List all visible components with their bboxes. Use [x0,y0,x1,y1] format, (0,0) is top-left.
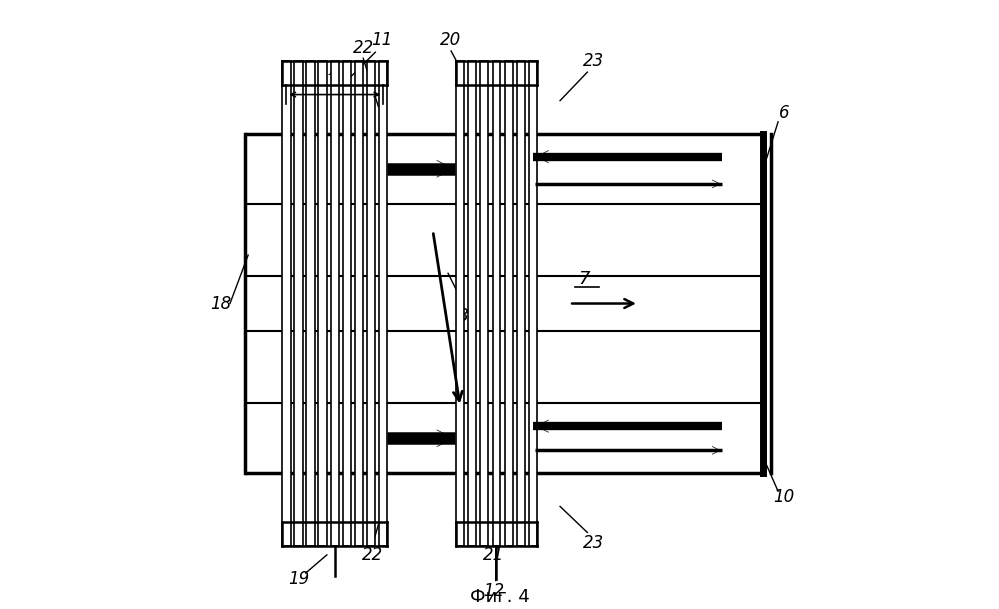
Bar [379,62,388,546]
Text: 21: 21 [483,546,504,564]
Bar [469,62,477,546]
Text: 11: 11 [371,31,392,49]
Text: 8: 8 [458,306,469,325]
Bar [516,62,524,546]
Bar [367,62,376,546]
Text: 19: 19 [288,570,309,588]
Bar [355,62,364,546]
Text: 18: 18 [210,295,232,312]
Bar [331,62,339,546]
Bar [493,62,500,546]
Text: 12: 12 [483,582,504,600]
Text: 7: 7 [578,270,590,288]
Bar [282,62,291,546]
Bar [504,62,512,546]
Text: 22: 22 [362,546,383,564]
Text: λ: λ [329,62,341,79]
Bar [528,62,536,546]
Text: 6: 6 [779,104,789,122]
Text: Фиг. 4: Фиг. 4 [470,588,529,606]
Bar [294,62,303,546]
Text: 23: 23 [582,533,604,552]
Bar [343,62,351,546]
Text: 20: 20 [441,31,462,49]
Bar [457,62,465,546]
Bar [307,62,315,546]
Bar [319,62,327,546]
Bar [481,62,489,546]
Text: 10: 10 [773,488,795,506]
Text: 23: 23 [582,52,604,70]
Text: 22: 22 [353,39,374,57]
